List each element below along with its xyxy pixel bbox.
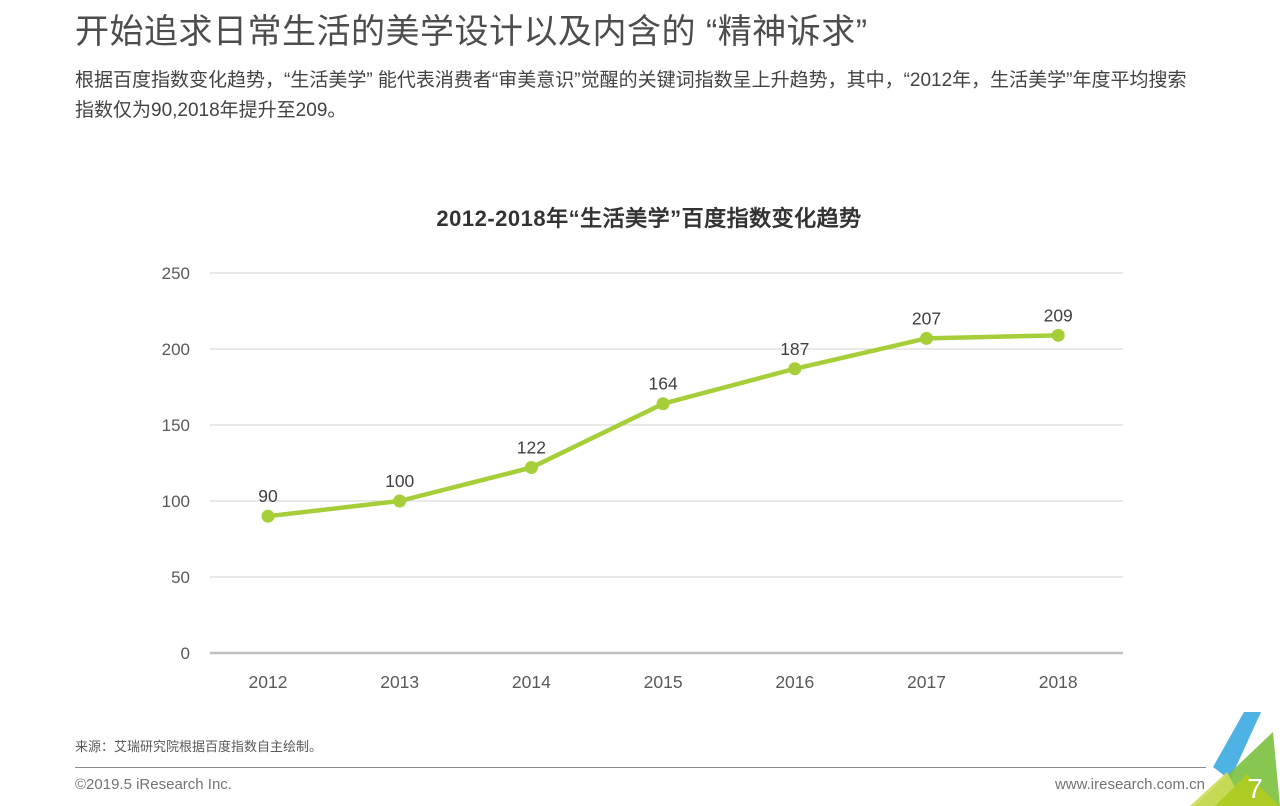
corner-triangle-blue: [1213, 712, 1261, 780]
page-title: 开始追求日常生活的美学设计以及内含的 “精神诉求”: [75, 13, 868, 51]
corner-triangle-lime-dark: [1215, 774, 1280, 806]
svg-text:2016: 2016: [775, 672, 814, 692]
footer-divider: [75, 767, 1206, 768]
svg-text:187: 187: [780, 339, 809, 359]
svg-text:0: 0: [181, 644, 190, 663]
svg-text:100: 100: [385, 471, 414, 491]
intro-paragraph: 根据百度指数变化趋势，“生活美学” 能代表消费者“审美意识”觉醒的关键词指数呈上…: [75, 70, 1187, 121]
svg-text:122: 122: [517, 438, 546, 458]
corner-decoration: 7: [1190, 712, 1280, 806]
source-note: 来源：艾瑞研究院根据百度指数自主绘制。: [75, 739, 323, 754]
svg-text:207: 207: [912, 308, 941, 328]
svg-text:2017: 2017: [907, 672, 946, 692]
svg-text:2018: 2018: [1039, 672, 1078, 692]
svg-text:2013: 2013: [380, 672, 419, 692]
svg-text:164: 164: [648, 374, 677, 394]
svg-text:2014: 2014: [512, 672, 551, 692]
chart-title: 2012-2018年“生活美学”百度指数变化趋势: [436, 206, 862, 231]
page-number: 7: [1247, 773, 1263, 804]
svg-text:200: 200: [162, 340, 190, 359]
svg-text:50: 50: [171, 568, 190, 587]
svg-text:150: 150: [162, 416, 190, 435]
line-chart: 0 50 100 150 200 250 90 2012 100 2013 122 2014 164 20…: [162, 264, 1123, 692]
svg-text:250: 250: [162, 264, 190, 283]
svg-text:90: 90: [258, 486, 278, 506]
svg-text:2015: 2015: [644, 672, 683, 692]
svg-text:2012: 2012: [249, 672, 288, 692]
website-link[interactable]: www.iresearch.com.cn: [1054, 776, 1205, 793]
svg-text:209: 209: [1044, 305, 1073, 325]
svg-text:100: 100: [162, 492, 190, 511]
copyright-text: ©2019.5 iResearch Inc.: [75, 776, 232, 793]
